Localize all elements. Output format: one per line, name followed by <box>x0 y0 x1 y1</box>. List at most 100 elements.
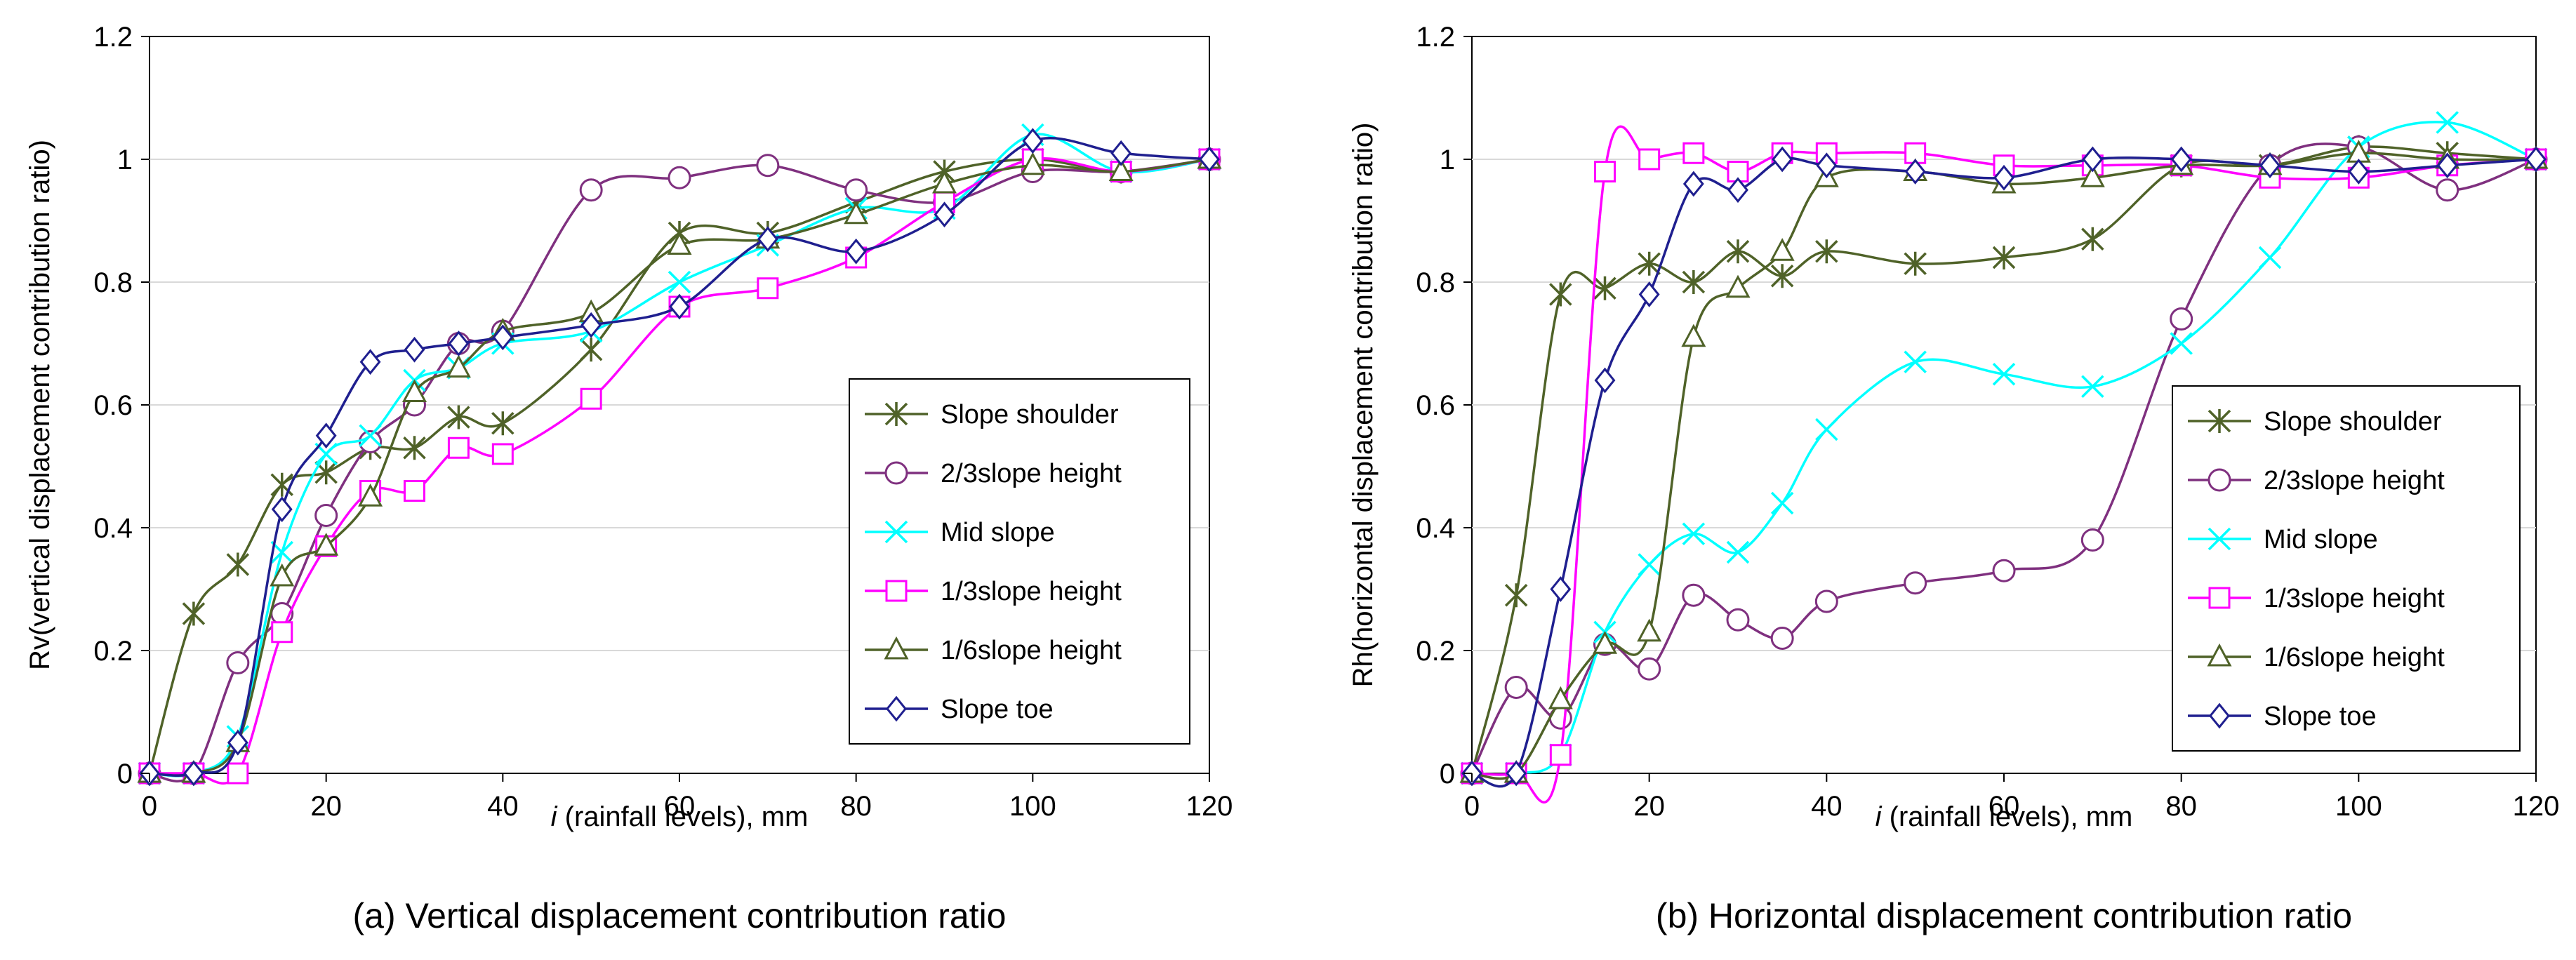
point-1-3slope-height-a-7 <box>447 436 470 459</box>
point-mid-slope-b-5 <box>1682 522 1706 545</box>
x-tick-label-b-5: 100 <box>2335 791 2382 822</box>
point-slope-toe-b-16 <box>2525 146 2547 173</box>
point-1-6slope-height-a-13 <box>931 170 957 194</box>
legend-marker-mid-slope-b <box>2207 527 2231 551</box>
point-mid-slope-b-9 <box>1904 350 1927 373</box>
series-slope-toe-b <box>1461 146 2547 788</box>
point-1-3slope-height-a-3 <box>271 621 293 644</box>
point-mid-slope-b-15 <box>2436 111 2459 134</box>
point-2-3slope-height-a-2 <box>226 651 250 674</box>
legend-label-1-3slope-height-b: 1/3slope height <box>2264 584 2445 613</box>
legend-label-slope-toe-b: Slope toe <box>2264 702 2377 731</box>
point-1-3slope-height-a-2 <box>227 762 249 785</box>
legend-marker-1-3slope-height-b <box>2208 587 2231 609</box>
series-layer-b <box>1459 111 2549 804</box>
point-1-3slope-height-b-3 <box>1594 161 1616 182</box>
series-layer-a <box>137 123 1222 787</box>
point-1-6slope-height-b-5 <box>1681 324 1706 347</box>
point-1-6slope-height-a-10 <box>667 232 692 255</box>
point-slope-toe-b-14 <box>2348 159 2370 185</box>
series-line-slope-toe-a <box>149 137 1210 777</box>
point-1-6slope-height-a-4 <box>314 533 339 556</box>
point-2-3slope-height-b-6 <box>1726 608 1750 632</box>
y-tick-label-b-6: 1.2 <box>1416 22 1455 53</box>
point-slope-shoulder-b-7 <box>1770 264 1794 288</box>
y-tick-label-a-6: 1.2 <box>93 22 133 53</box>
point-1-6slope-height-b-7 <box>1770 238 1795 261</box>
point-slope-toe-a-1 <box>182 760 204 787</box>
point-slope-toe-b-13 <box>2259 152 2280 179</box>
point-slope-shoulder-b-11 <box>2081 227 2104 251</box>
point-2-3slope-height-b-4 <box>1638 657 1661 681</box>
y-tick-label-b-3: 0.6 <box>1416 390 1455 421</box>
point-slope-toe-b-8 <box>1816 152 1838 179</box>
x-axis-title-a-italic: i <box>551 801 558 832</box>
point-slope-toe-a-5 <box>359 349 381 375</box>
x-tick-label-a-4: 80 <box>840 791 872 822</box>
point-slope-shoulder-b-9 <box>1904 251 1927 276</box>
point-2-3slope-height-b-12 <box>2170 307 2193 331</box>
point-1-6slope-height-a-6 <box>401 379 427 402</box>
point-slope-toe-b-4 <box>1638 281 1660 307</box>
point-mid-slope-b-8 <box>1815 418 1838 441</box>
point-1-6slope-height-a-7 <box>446 354 471 378</box>
chart-b: 0 20 40 60 80 100 120 0 0.2 0.4 0.6 0.8 1 1.2 Rh(hori… <box>1348 22 2559 935</box>
series-line-1-6slope-height-a <box>149 158 1210 777</box>
y-tick-label-b-1: 0.2 <box>1416 636 1455 667</box>
point-slope-shoulder-a-7 <box>447 405 470 429</box>
legend-marker-2-3slope-height-b <box>2207 468 2231 492</box>
point-slope-toe-a-15 <box>1110 140 1132 166</box>
point-mid-slope-a-5 <box>359 424 382 447</box>
point-slope-shoulder-b-6 <box>1726 239 1750 264</box>
caption-a: (a) Vertical displacement contribution r… <box>352 896 1006 935</box>
point-1-6slope-height-a-3 <box>270 563 295 587</box>
ticks-a: 0 20 40 60 80 100 120 0 0.2 0.4 0.6 0.8 1 1.2 <box>93 22 1233 822</box>
point-slope-toe-b-12 <box>2170 146 2192 173</box>
point-slope-toe-a-14 <box>1022 128 1044 154</box>
point-mid-slope-b-4 <box>1638 553 1661 576</box>
series-line-mid-slope-a <box>149 133 1210 778</box>
x-tick-label-a-0: 0 <box>142 791 157 822</box>
point-2-3slope-height-a-10 <box>668 166 691 189</box>
chart-a: 0 20 40 60 80 100 120 0 0.2 0.4 0.6 0.8 1 1.2 Rv(vert… <box>25 22 1233 935</box>
y-tick-label-a-2: 0.4 <box>93 513 133 544</box>
point-1-6slope-height-b-3 <box>1592 631 1618 654</box>
point-1-3slope-height-b-5 <box>1682 142 1705 164</box>
caption-b: (b) Horizontal displacement contribution… <box>1656 896 2352 935</box>
point-2-3slope-height-b-11 <box>2080 528 2104 552</box>
y-tick-label-a-0: 0 <box>117 759 133 789</box>
legend-label-2-3slope-height-a: 2/3slope height <box>941 459 1122 488</box>
point-1-6slope-height-a-5 <box>358 484 383 507</box>
point-2-3slope-height-a-12 <box>844 178 868 202</box>
point-2-3slope-height-b-7 <box>1770 627 1794 650</box>
point-2-3slope-height-a-11 <box>756 154 780 178</box>
x-tick-label-b-2: 40 <box>1811 791 1843 822</box>
point-slope-toe-b-11 <box>2082 146 2104 173</box>
point-slope-toe-b-2 <box>1550 576 1572 602</box>
y-tick-label-b-0: 0 <box>1440 759 1455 789</box>
x-tick-label-b-6: 120 <box>2513 791 2560 822</box>
legend-b: Slope shoulder 2/3slope height Mid slope 1/… <box>2172 385 2521 752</box>
series-line-1-3slope-height-b <box>1471 125 2537 804</box>
legend-box-b <box>2172 385 2521 752</box>
x-tick-label-b-3: 60 <box>1989 791 2020 822</box>
y-tick-label-a-5: 1 <box>117 145 133 175</box>
point-1-3slope-height-a-9 <box>580 387 602 410</box>
point-slope-shoulder-a-2 <box>226 552 250 577</box>
ticks-b: 0 20 40 60 80 100 120 0 0.2 0.4 0.6 0.8 1 1.2 <box>1416 22 2559 822</box>
point-slope-toe-a-8 <box>492 324 514 351</box>
point-mid-slope-b-13 <box>2258 246 2282 269</box>
point-slope-toe-b-15 <box>2436 152 2458 179</box>
point-2-3slope-height-b-10 <box>1992 559 2016 582</box>
point-slope-toe-a-10 <box>669 293 690 320</box>
x-axis-title-b-rest: (rainfall levels), mm <box>1882 801 2133 832</box>
point-slope-shoulder-b-10 <box>1992 246 2016 269</box>
point-slope-toe-a-2 <box>227 729 248 756</box>
point-mid-slope-b-10 <box>1992 363 2016 386</box>
y-tick-label-b-4: 0.8 <box>1416 267 1455 298</box>
x-tick-label-a-1: 20 <box>310 791 342 822</box>
point-slope-shoulder-b-2 <box>1549 282 1572 307</box>
point-2-3slope-height-b-15 <box>2436 178 2459 202</box>
y-tick-label-a-3: 0.6 <box>93 390 133 421</box>
point-slope-toe-a-13 <box>934 201 955 228</box>
